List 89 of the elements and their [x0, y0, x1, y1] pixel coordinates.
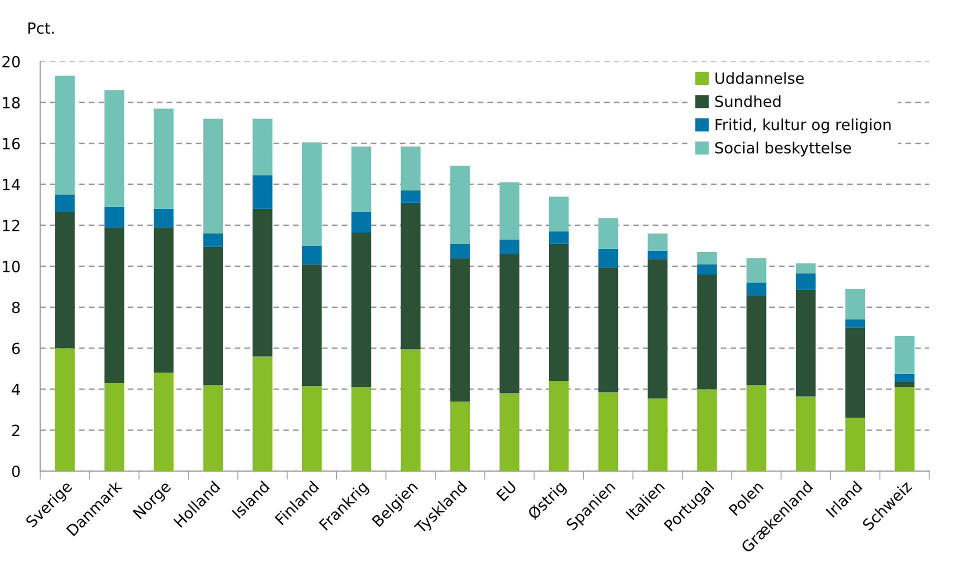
bar: [894, 336, 914, 374]
y-tick-label: 2: [12, 424, 20, 436]
bar: [302, 142, 322, 246]
y-tick-label: 6: [12, 342, 20, 354]
bar: [252, 118, 272, 176]
bar: [598, 218, 618, 249]
bar: [154, 208, 174, 228]
bar: [351, 387, 372, 472]
bar: [154, 372, 174, 472]
bar: [845, 320, 866, 328]
bar: [746, 296, 766, 386]
bar: [154, 108, 174, 209]
bar: [450, 258, 470, 402]
bar: [548, 244, 569, 381]
bar: [648, 234, 668, 251]
bar: [104, 227, 124, 384]
bar: [697, 264, 717, 274]
bar: [894, 382, 914, 388]
bar: [648, 259, 668, 398]
bar: [500, 254, 520, 394]
bar: [302, 246, 322, 264]
y-tick-label: 20: [2, 56, 20, 68]
bar: [450, 401, 470, 472]
bar: [845, 418, 866, 472]
bar: [548, 381, 569, 472]
bar: [55, 212, 75, 348]
bar: [648, 398, 668, 472]
bar: [548, 231, 569, 244]
bar: [500, 240, 520, 254]
bar: [598, 267, 618, 392]
bar: [252, 208, 272, 356]
bar: [351, 232, 372, 388]
bar: [648, 250, 668, 260]
y-tick-label: 18: [3, 96, 20, 108]
bar: [450, 166, 470, 244]
bar: [55, 194, 75, 212]
legend-label: Sundhed: [715, 95, 780, 108]
y-tick-label: 8: [12, 302, 20, 314]
bar: [252, 175, 272, 209]
bar: [598, 392, 618, 472]
bar: [548, 196, 569, 232]
bar: [400, 349, 421, 472]
bar: [894, 387, 914, 472]
bar: [302, 264, 322, 386]
bar: [697, 389, 717, 472]
x-tick-label: EU: [496, 480, 517, 502]
bar: [796, 396, 816, 472]
legend-label: Uddannelse: [716, 72, 804, 84]
y-tick-label: 12: [3, 220, 20, 232]
bar: [598, 248, 618, 268]
bar: [104, 90, 124, 207]
bar: [746, 385, 766, 472]
bar: [400, 190, 421, 203]
legend-label: Social beskyttelse: [715, 142, 851, 156]
bar: [203, 234, 223, 247]
bar: [500, 393, 520, 472]
bar: [351, 146, 372, 212]
bar: [400, 202, 421, 350]
bar: [104, 206, 124, 228]
y-tick-label: 4: [12, 384, 20, 395]
bar: [894, 374, 914, 382]
bar: [104, 383, 124, 472]
bar: [154, 227, 174, 373]
bar: [302, 386, 322, 472]
bar: [450, 244, 470, 258]
bar: [845, 328, 866, 418]
bar: [55, 348, 75, 472]
y-tick-label: 0: [12, 466, 20, 478]
y-tick-label: 16: [3, 138, 20, 150]
bar: [203, 385, 223, 472]
bar: [746, 282, 766, 296]
bar: [400, 146, 421, 190]
bar: [697, 252, 717, 264]
bar: [796, 263, 816, 274]
bar: [746, 258, 766, 283]
bar: [203, 246, 223, 386]
bar: [796, 290, 816, 396]
bar: [203, 118, 223, 234]
bar: [252, 356, 272, 472]
bar: [55, 76, 75, 195]
bar: [500, 182, 520, 240]
y-tick-label: 10: [3, 260, 20, 272]
bar: [796, 273, 816, 290]
bar: [845, 288, 866, 320]
y-axis-title: Pct.: [28, 22, 54, 34]
bar: [697, 274, 717, 390]
y-tick-label: 14: [3, 179, 20, 190]
legend-label: Fritid, kultur og religion: [716, 118, 891, 134]
bar: [351, 212, 372, 232]
